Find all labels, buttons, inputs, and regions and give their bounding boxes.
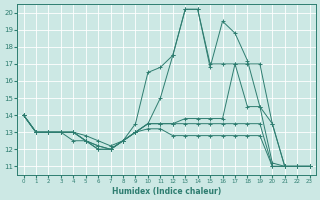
X-axis label: Humidex (Indice chaleur): Humidex (Indice chaleur) xyxy=(112,187,221,196)
